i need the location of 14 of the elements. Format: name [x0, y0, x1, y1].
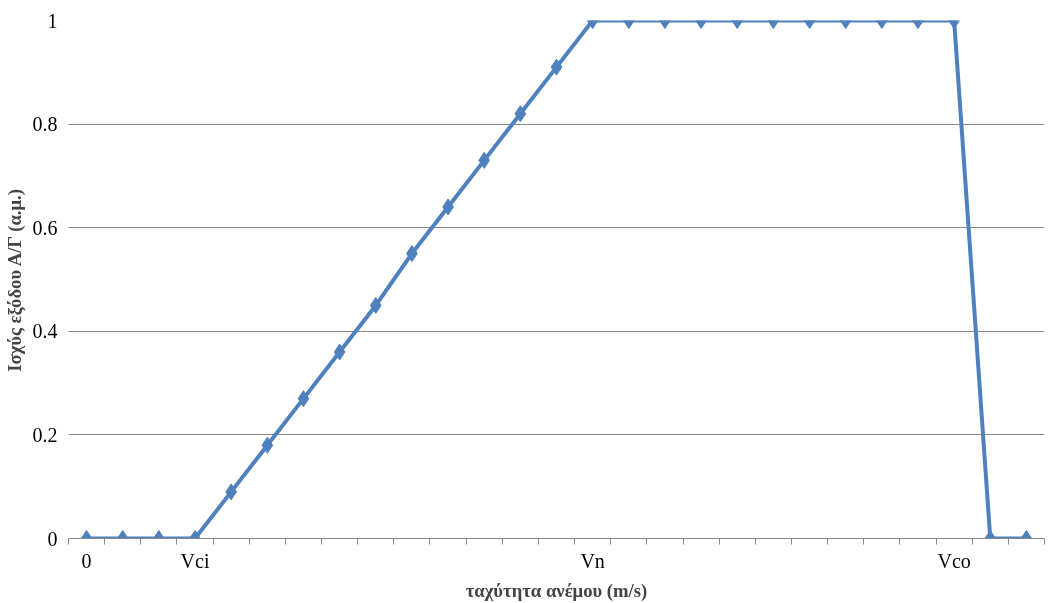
- y-tick-label: 1: [47, 9, 58, 32]
- y-tick-label: 0.8: [32, 113, 58, 136]
- y-axis-title: Ισχύς εξόδου Α/Γ (α.μ.): [3, 189, 26, 372]
- x-axis-title: ταχύτητα ανέμου (m/s): [465, 579, 648, 602]
- x-tick-label: Vco: [937, 549, 971, 572]
- y-tick-label: 0: [47, 527, 58, 550]
- y-tick-label: 0.4: [32, 320, 58, 343]
- x-tick-label: Vci: [180, 549, 210, 572]
- y-tick-label: 0.2: [32, 423, 58, 446]
- y-tick-label: 0.6: [32, 216, 58, 239]
- point: [369, 296, 382, 314]
- point: [333, 343, 346, 361]
- x-tick-label: 0: [81, 549, 92, 572]
- x-tick-label: Vn: [580, 549, 605, 572]
